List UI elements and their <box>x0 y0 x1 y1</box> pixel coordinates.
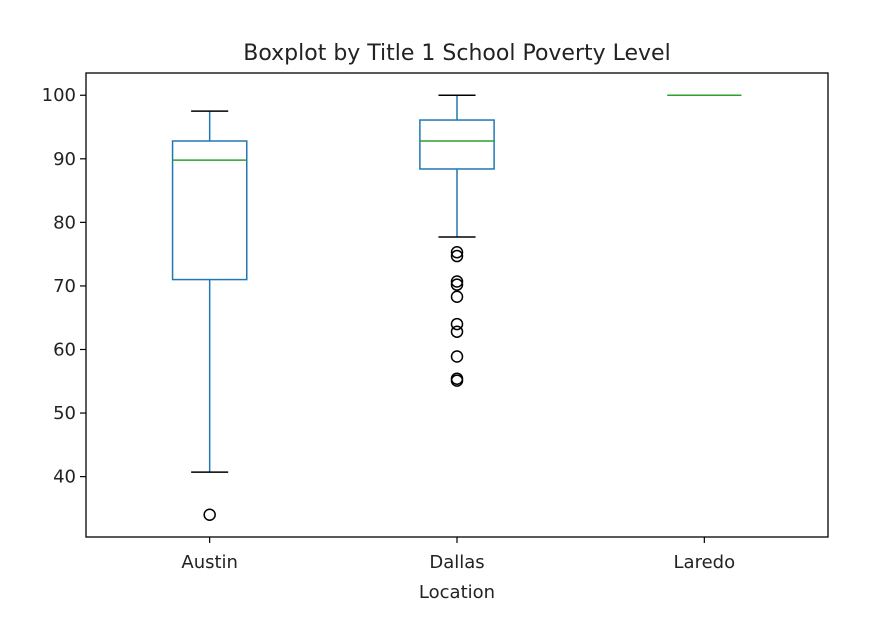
outlier-point <box>450 317 464 331</box>
box-iqr <box>419 119 495 170</box>
outlier-point <box>450 245 464 259</box>
y-tick-label: 100 <box>42 85 76 106</box>
x-axis-label: Location <box>419 582 495 603</box>
y-tick-label: 60 <box>53 339 76 360</box>
outlier-point <box>450 350 464 363</box>
outlier-point <box>450 278 464 291</box>
y-tick-label: 40 <box>53 467 76 488</box>
outlier-point <box>450 374 464 387</box>
plot-frame <box>85 72 829 538</box>
y-tick-label: 70 <box>53 276 76 297</box>
y-tick-label: 90 <box>53 149 76 170</box>
x-tick-label: Austin <box>181 552 238 573</box>
outlier-point <box>450 290 464 303</box>
x-axis: Austin Dallas Laredo <box>181 537 735 573</box>
box-group-dallas <box>419 94 495 387</box>
outlier-point <box>450 325 464 338</box>
x-tick-label: Laredo <box>674 552 736 573</box>
chart-title: Boxplot by Title 1 School Poverty Level <box>243 41 670 66</box>
y-tick-label: 50 <box>53 403 76 424</box>
box-group-austin <box>171 110 248 522</box>
y-tick-label: 80 <box>53 212 76 233</box>
plot-area <box>171 94 742 522</box>
box-iqr <box>171 140 248 281</box>
outlier-point <box>203 508 216 522</box>
outlier-point <box>450 249 464 263</box>
outlier-point <box>450 275 464 288</box>
y-axis: 40 50 60 70 80 90 100 <box>42 85 86 488</box>
x-tick-label: Dallas <box>429 552 484 573</box>
